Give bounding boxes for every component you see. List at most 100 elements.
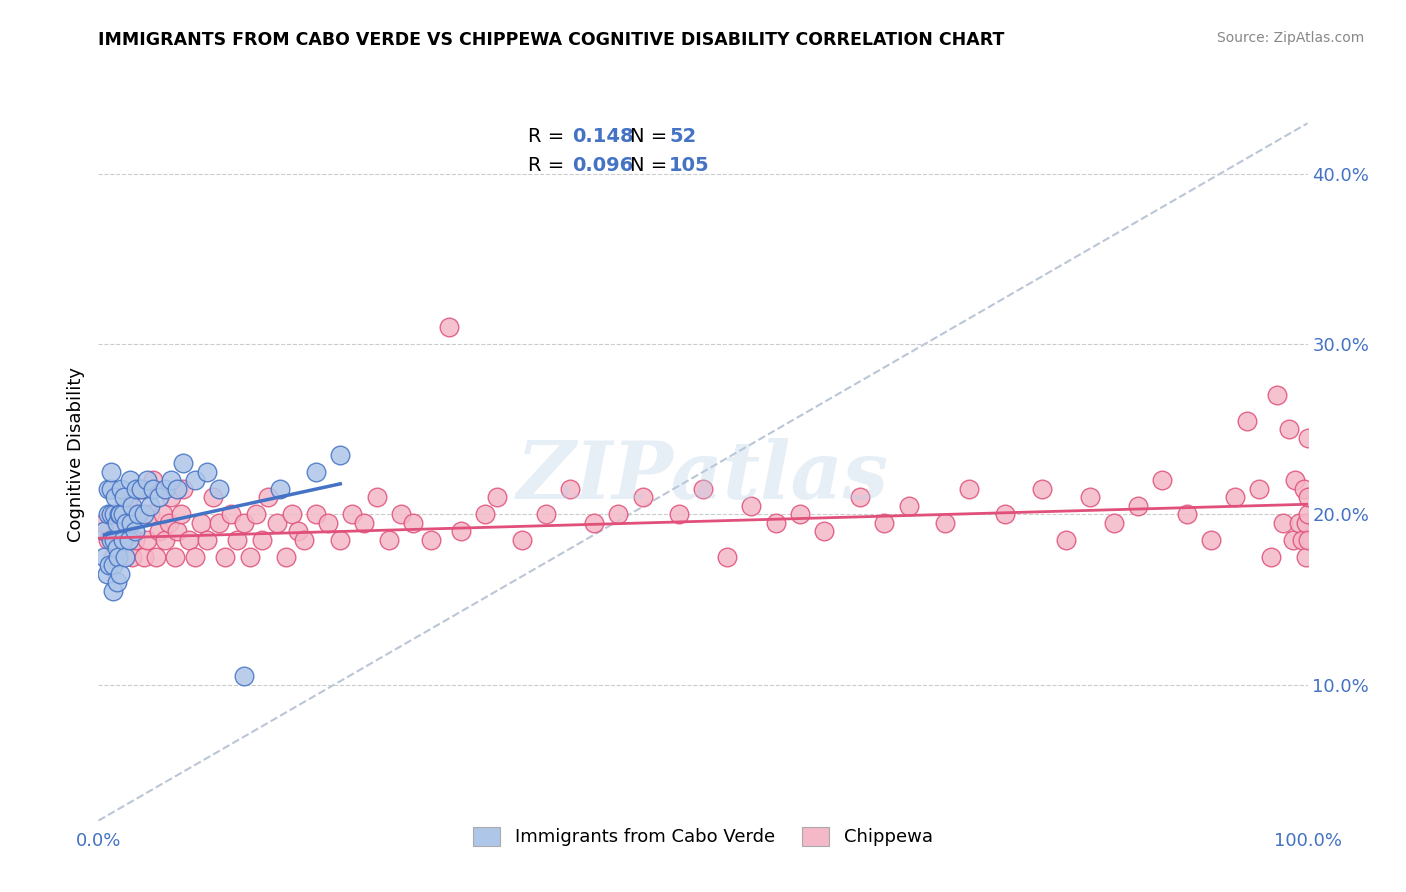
Point: [135, 533, 157, 547]
Point: [716, 549, 738, 564]
Point: [342, 508, 364, 522]
Point: [105, 541, 128, 556]
Point: [1054, 533, 1077, 547]
Point: [166, 482, 188, 496]
Point: [169, 508, 191, 522]
Point: [256, 491, 278, 505]
Point: [100, 533, 122, 547]
Point: [145, 549, 167, 564]
Point: [195, 465, 218, 479]
Point: [292, 533, 315, 547]
Point: [1078, 491, 1101, 505]
Point: [221, 508, 243, 522]
Point: [105, 516, 128, 530]
Point: [153, 533, 176, 547]
Text: 0.148: 0.148: [572, 127, 634, 145]
Point: [115, 516, 138, 530]
Text: 105: 105: [669, 156, 710, 175]
Point: [118, 533, 141, 547]
Point: [101, 549, 124, 564]
Point: [1267, 388, 1289, 402]
Text: ZIPatlas: ZIPatlas: [517, 438, 889, 516]
Point: [179, 533, 201, 547]
Text: R =: R =: [527, 156, 571, 175]
Point: [269, 482, 291, 496]
Point: [1278, 422, 1301, 436]
Point: [631, 491, 654, 505]
Point: [305, 465, 328, 479]
Point: [166, 524, 188, 539]
Point: [897, 499, 920, 513]
Point: [107, 549, 129, 564]
Point: [245, 508, 267, 522]
Point: [184, 549, 207, 564]
Point: [120, 516, 142, 530]
Point: [142, 474, 165, 488]
Point: [124, 533, 146, 547]
Point: [157, 516, 180, 530]
Point: [134, 508, 156, 522]
Point: [1272, 516, 1295, 530]
Point: [100, 508, 122, 522]
Point: [103, 508, 125, 522]
Point: [266, 516, 288, 530]
Point: [115, 516, 138, 530]
Point: [103, 533, 125, 547]
Point: [1199, 533, 1222, 547]
Point: [202, 491, 225, 505]
Point: [510, 533, 533, 547]
Point: [112, 491, 135, 505]
Point: [118, 491, 141, 505]
Point: [1175, 508, 1198, 522]
Point: [108, 566, 131, 581]
Point: [558, 482, 581, 496]
Point: [111, 533, 134, 547]
Point: [534, 508, 557, 522]
Point: [1152, 474, 1174, 488]
Point: [190, 516, 212, 530]
Point: [108, 508, 131, 522]
Point: [97, 533, 120, 547]
Point: [668, 508, 690, 522]
Point: [226, 533, 249, 547]
Point: [486, 491, 509, 505]
Point: [1031, 482, 1053, 496]
Point: [402, 516, 425, 530]
Point: [232, 516, 254, 530]
Point: [118, 474, 141, 488]
Point: [1296, 431, 1319, 445]
Point: [110, 482, 132, 496]
Point: [105, 524, 128, 539]
Point: [1296, 533, 1319, 547]
Point: [239, 549, 262, 564]
Point: [1223, 491, 1246, 505]
Point: [96, 566, 118, 581]
Point: [125, 482, 148, 496]
Point: [934, 516, 956, 530]
Point: [873, 516, 896, 530]
Point: [1291, 533, 1313, 547]
Point: [420, 533, 443, 547]
Point: [1102, 516, 1125, 530]
Point: [129, 482, 152, 496]
Text: R =: R =: [527, 127, 571, 145]
Point: [305, 508, 328, 522]
Point: [142, 482, 165, 496]
Point: [1260, 549, 1282, 564]
Point: [172, 482, 194, 496]
Point: [127, 508, 149, 522]
Point: [366, 491, 388, 505]
Point: [789, 508, 811, 522]
Point: [184, 474, 207, 488]
Point: [101, 584, 124, 599]
Point: [114, 549, 136, 564]
Point: [1295, 516, 1317, 530]
Point: [134, 549, 156, 564]
Point: [274, 549, 297, 564]
Point: [250, 533, 273, 547]
Point: [153, 482, 176, 496]
Point: [108, 508, 131, 522]
Point: [100, 482, 122, 496]
Point: [813, 524, 835, 539]
Point: [214, 549, 236, 564]
